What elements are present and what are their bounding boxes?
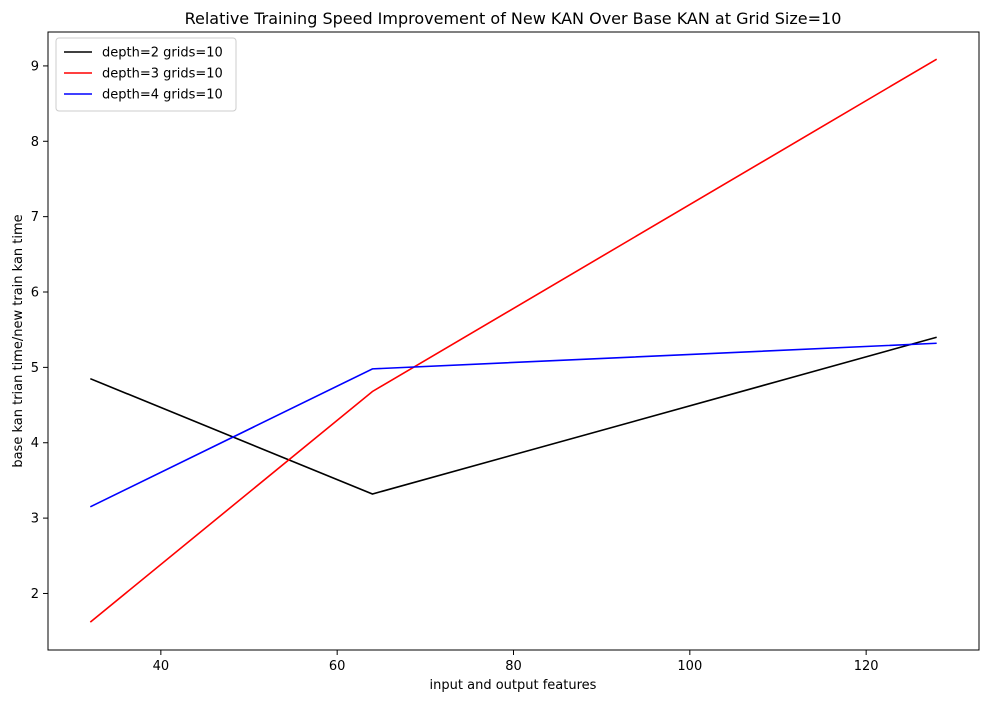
x-tick-label: 60	[329, 659, 346, 674]
y-tick-label: 6	[31, 286, 39, 301]
legend-label: depth=2 grids=10	[102, 46, 223, 61]
x-tick-label: 100	[677, 659, 702, 674]
y-tick-label: 4	[31, 436, 39, 451]
y-axis-label: base kan trian time/new train kan time	[11, 214, 26, 467]
y-tick-label: 9	[31, 59, 39, 74]
x-tick-label: 40	[153, 659, 170, 674]
y-tick-label: 3	[31, 512, 39, 527]
legend-label: depth=4 grids=10	[102, 88, 223, 103]
series-line-depth-3	[89, 58, 938, 623]
plot-frame	[47, 31, 980, 651]
series-line-depth-4	[89, 342, 937, 508]
y-tick-label: 8	[31, 135, 39, 150]
legend-box	[55, 37, 237, 112]
x-tick-label: 120	[854, 659, 879, 674]
series-lines	[89, 58, 938, 623]
y-axis: 2 3 4 5 6 7 8 9	[31, 59, 48, 602]
series-line-depth-2	[90, 336, 937, 495]
y-tick-label: 2	[31, 587, 39, 602]
x-tick-label: 80	[505, 659, 522, 674]
plot-area	[47, 31, 980, 651]
y-tick-label: 5	[31, 361, 39, 376]
legend: depth=2 grids=10 depth=3 grids=10 depth=4 …	[55, 37, 237, 112]
legend-label: depth=3 grids=10	[102, 67, 223, 82]
chart-title: Relative Training Speed Improvement of N…	[185, 9, 842, 28]
y-tick-label: 7	[31, 210, 39, 225]
x-axis: 40 60 80 100 120	[153, 650, 879, 674]
x-axis-label: input and output features	[430, 678, 597, 693]
